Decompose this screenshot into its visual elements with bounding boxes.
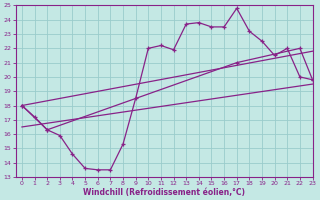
X-axis label: Windchill (Refroidissement éolien,°C): Windchill (Refroidissement éolien,°C) (83, 188, 245, 197)
